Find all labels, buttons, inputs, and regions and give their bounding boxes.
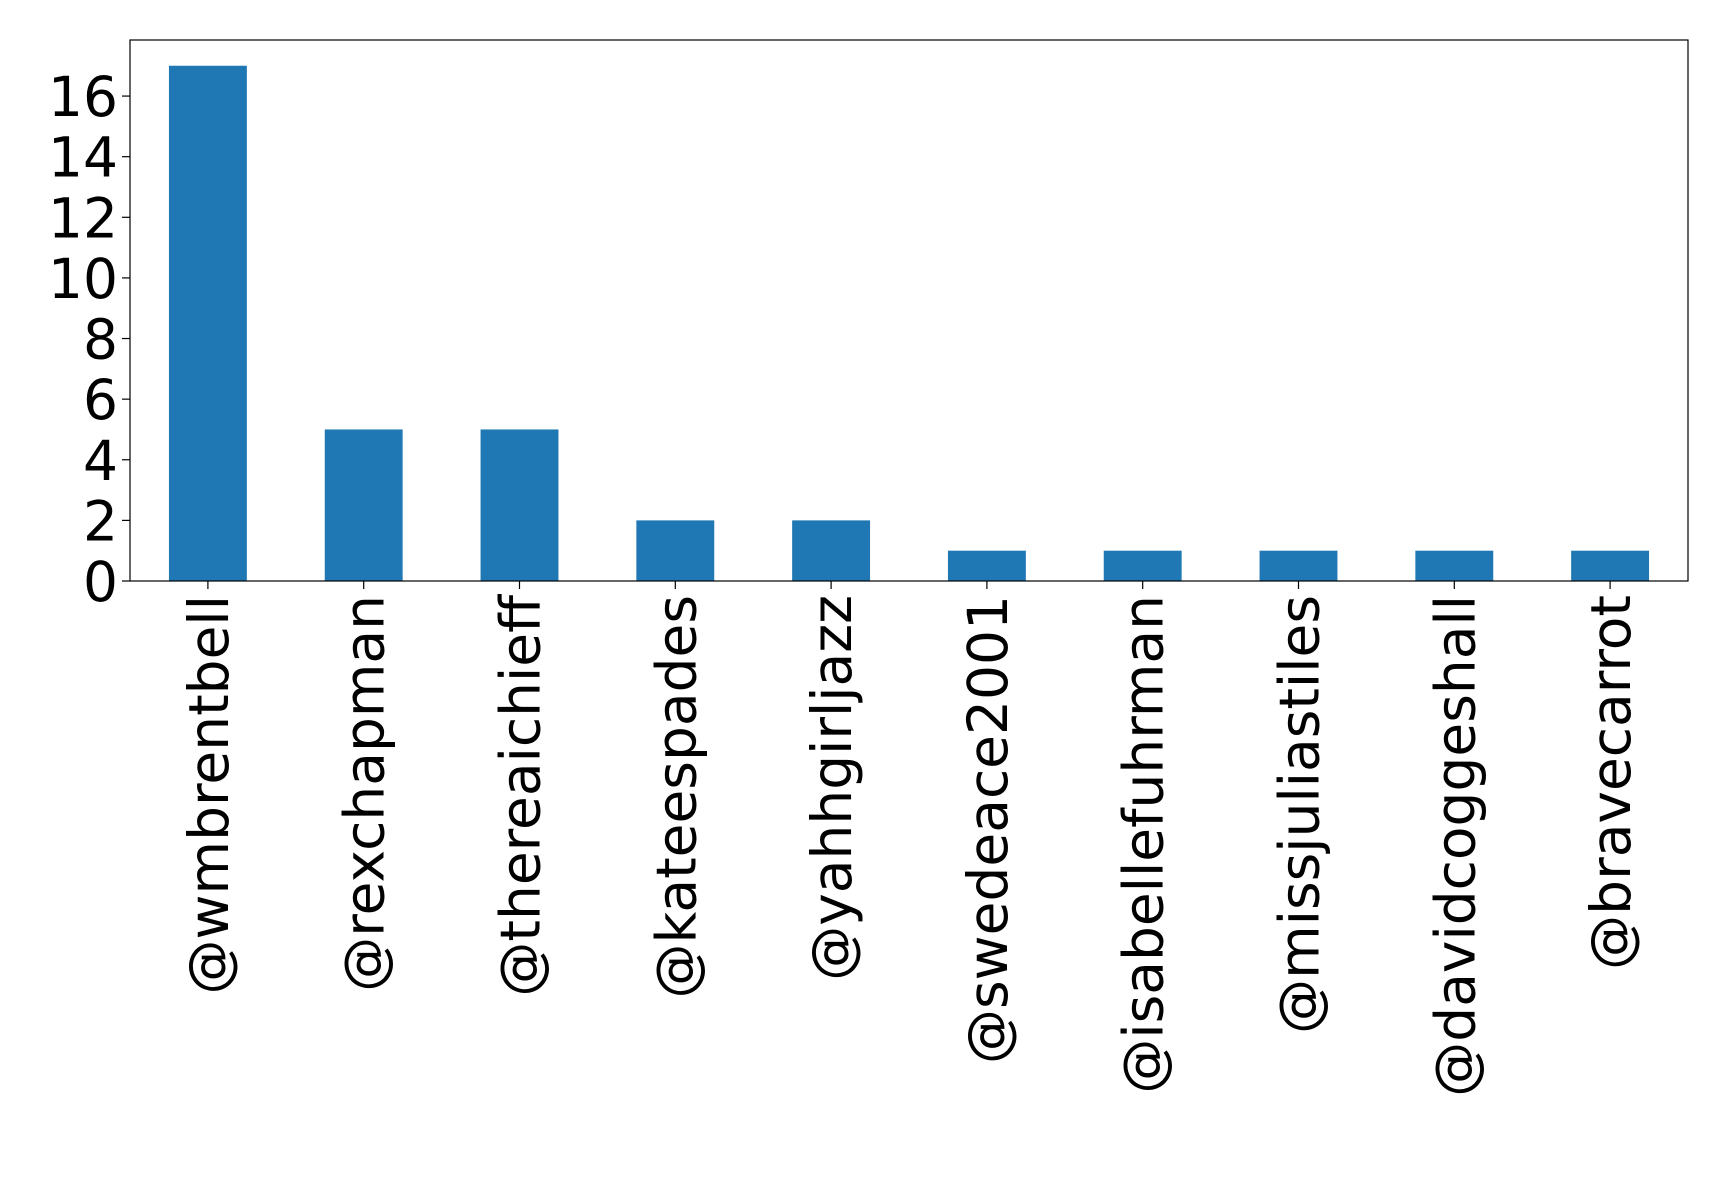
y-tick-label: 8 <box>83 308 118 372</box>
x-tick-label: @rexchapman <box>333 595 397 992</box>
bar <box>947 550 1026 581</box>
plot-frame <box>129 39 1689 582</box>
x-tick-label: @thereaichieff <box>489 594 553 997</box>
bar <box>1571 550 1650 581</box>
bar <box>324 429 403 581</box>
bar <box>792 520 871 581</box>
bar <box>1259 550 1338 581</box>
y-tick-label: 2 <box>83 489 118 553</box>
x-tick-label: @yahhgirljazz <box>800 595 864 981</box>
y-tick-label: 6 <box>83 368 118 432</box>
bar <box>636 520 715 581</box>
y-tick-label: 10 <box>48 247 118 311</box>
bar <box>1103 550 1182 581</box>
y-tick-label: 0 <box>83 550 118 614</box>
x-tick-label: @wmbrentbell <box>177 595 241 994</box>
x-tick-label: @kateespades <box>644 595 708 999</box>
x-tick-label: @missjuliastiles <box>1268 595 1332 1034</box>
y-tick-label: 4 <box>83 429 118 493</box>
x-tick-label: @isabellefuhrman <box>1112 595 1176 1094</box>
x-tick-label: @swedeace2001 <box>956 595 1020 1064</box>
bar <box>480 429 559 581</box>
y-tick-label: 12 <box>48 186 118 250</box>
x-tick-label: @bravecarrot <box>1579 595 1643 970</box>
bar <box>1415 550 1494 581</box>
bar <box>168 65 247 581</box>
y-tick-label: 14 <box>48 126 118 190</box>
y-tick-label: 16 <box>48 65 118 129</box>
x-tick-label: @davidcoggeshall <box>1423 595 1487 1097</box>
